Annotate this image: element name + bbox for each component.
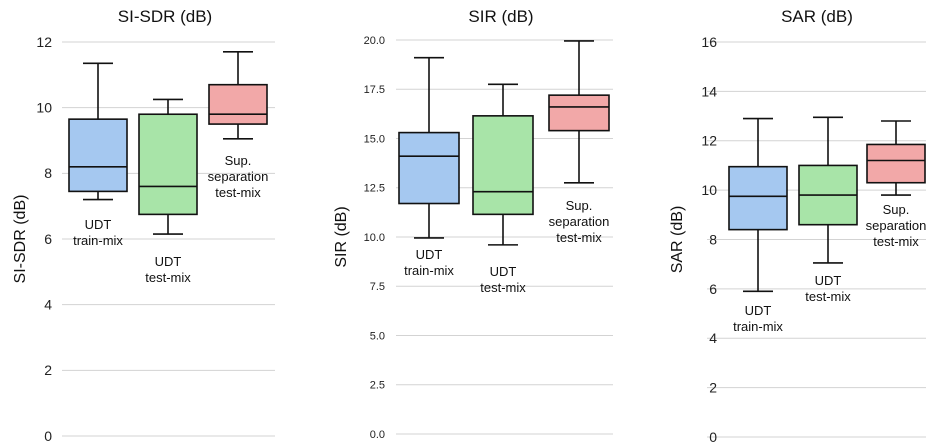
- panel-sir: SIR (dB) SIR (dB) 0.0 2.5 5.0 7.5 10.0 12.5 15.0…: [333, 7, 613, 441]
- box-iqr: [548, 94, 610, 132]
- y-tick-label: 10: [701, 182, 717, 198]
- box-label: UDT train-mix: [733, 303, 783, 334]
- y-tick-label: 10: [36, 100, 52, 116]
- box-label-line: UDT: [85, 217, 112, 232]
- y-tick-label: 2: [44, 362, 52, 378]
- y-tick-label: 6: [709, 281, 717, 297]
- y-tick-label: 4: [44, 297, 52, 313]
- box-label-line: test-mix: [873, 234, 919, 249]
- y-tick-label: 0: [709, 429, 717, 444]
- box-udt-test-mix: UDT test-mix: [472, 83, 534, 295]
- y-tick-label: 10.0: [364, 232, 385, 244]
- box-iqr: [398, 131, 460, 205]
- y-tick-label: 6: [44, 231, 52, 247]
- box-label-line: test-mix: [215, 185, 261, 200]
- box-udt-test-mix: UDT test-mix: [798, 116, 858, 304]
- box-udt-test-mix: UDT test-mix: [138, 98, 198, 285]
- y-tick-label: 0.0: [370, 429, 385, 441]
- box-iqr: [138, 113, 198, 216]
- box-udt-train-mix: UDT train-mix: [68, 62, 128, 248]
- box-label: UDT test-mix: [805, 273, 851, 304]
- box-iqr: [866, 143, 926, 184]
- y-tick-label: 12: [36, 34, 52, 50]
- box-sup-separation-test-mix: Sup. separation test-mix: [866, 120, 927, 249]
- box-iqr: [728, 165, 788, 231]
- box-label-line: test-mix: [556, 230, 602, 245]
- box-label-line: separation: [866, 218, 927, 233]
- box-label-line: separation: [208, 169, 269, 184]
- y-tick-label: 12.5: [364, 183, 385, 195]
- box-label-line: UDT: [155, 254, 182, 269]
- y-tick-label: 7.5: [370, 281, 385, 293]
- panel-title: SIR (dB): [468, 7, 533, 26]
- box-label: UDT test-mix: [145, 254, 191, 285]
- box-label-line: test-mix: [145, 270, 191, 285]
- y-tick-label: 12: [701, 133, 717, 149]
- box-label-line: test-mix: [480, 280, 526, 295]
- box-label-line: UDT: [490, 264, 517, 279]
- y-tick-label: 20.0: [364, 35, 385, 47]
- box-udt-train-mix: UDT train-mix: [398, 56, 460, 278]
- y-axis-label: SAR (dB): [669, 206, 686, 274]
- box-label: UDT test-mix: [480, 264, 526, 295]
- panel-title: SI-SDR (dB): [118, 7, 212, 26]
- box-label-line: Sup.: [883, 202, 910, 217]
- y-tick-label: 14: [701, 83, 717, 99]
- y-axis-label: SIR (dB): [333, 206, 350, 267]
- box-label-line: train-mix: [404, 263, 454, 278]
- box-sup-separation-test-mix: Sup. separation test-mix: [548, 40, 610, 245]
- y-tick-label: 8: [709, 231, 717, 247]
- y-tick-label: 2: [709, 380, 717, 396]
- box-iqr: [68, 118, 128, 193]
- box-label-line: UDT: [745, 303, 772, 318]
- y-tick-label: 0: [44, 428, 52, 444]
- box-label: UDT train-mix: [73, 217, 123, 248]
- y-tick-label: 16: [701, 34, 717, 50]
- box-label: Sup. separation test-mix: [866, 202, 927, 249]
- y-axis-label: SI-SDR (dB): [12, 195, 29, 284]
- box-label-line: separation: [549, 214, 610, 229]
- box-label-line: UDT: [416, 247, 443, 262]
- box-label-line: train-mix: [733, 319, 783, 334]
- y-tick-label: 17.5: [364, 84, 385, 96]
- box-label: Sup. separation test-mix: [208, 153, 269, 200]
- box-label: Sup. separation test-mix: [549, 198, 610, 245]
- box-label-line: Sup.: [225, 153, 252, 168]
- box-iqr: [472, 115, 534, 216]
- y-tick-label: 2.5: [370, 380, 385, 392]
- box-label-line: UDT: [815, 273, 842, 288]
- box-label-line: Sup.: [566, 198, 593, 213]
- panel-title: SAR (dB): [781, 7, 853, 26]
- y-tick-label: 15.0: [364, 133, 385, 145]
- y-tick-label: 8: [44, 165, 52, 181]
- box-label-line: test-mix: [805, 289, 851, 304]
- y-tick-label: 4: [709, 330, 717, 346]
- box-label-line: train-mix: [73, 233, 123, 248]
- y-tick-label: 5.0: [370, 330, 385, 342]
- box-sup-separation-test-mix: Sup. separation test-mix: [208, 51, 269, 200]
- box-label: UDT train-mix: [404, 247, 454, 278]
- box-iqr: [208, 83, 268, 125]
- box-udt-train-mix: UDT train-mix: [728, 117, 788, 334]
